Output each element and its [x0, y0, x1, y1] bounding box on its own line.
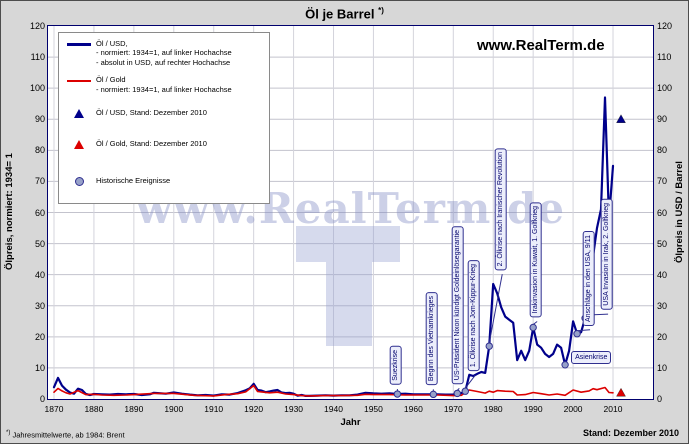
stand-date: Stand: Dezember 2010 [582, 428, 679, 438]
event-label: Asienkrise [571, 350, 612, 365]
y-tick-label-right: 0 [657, 394, 663, 404]
x-tick-label: 1960 [403, 404, 423, 414]
y-tick-label-right: 70 [657, 176, 668, 187]
circle-icon [66, 176, 96, 187]
y-tick-label-left: 70 [34, 176, 45, 187]
x-tick-label: 1950 [363, 404, 383, 414]
realterm-logo-watermark [296, 226, 400, 262]
event-marker [529, 323, 537, 332]
y-tick-label-left: 10 [34, 362, 45, 373]
event-leader-line [488, 274, 503, 344]
legend: Öl / USD, - normiert: 1934=1, auf linker … [58, 32, 270, 204]
x-tick-label: 1920 [244, 404, 264, 414]
legend-item-label: Öl / USD, Stand: Dezember 2010 [96, 107, 207, 117]
legend-item-line-red: Öl / Gold - normiert: 1934=1, auf linker … [66, 75, 262, 94]
x-tick-label: 1910 [204, 404, 224, 414]
footnote-mark: *) [6, 430, 11, 436]
event-marker [453, 389, 461, 398]
x-tick-label: 2000 [563, 404, 583, 414]
x-tick-label: 1890 [124, 404, 144, 414]
y-tick-label-right: 60 [657, 207, 668, 218]
event-leader-line [464, 374, 476, 389]
x-tick-label: 1900 [164, 404, 184, 414]
event-label: 2. Ölkrise nach Iranischer Revolution [495, 147, 507, 271]
y-tick-label-left: 100 [29, 83, 45, 94]
event-label: Anschläge in den USA, 9/11 [583, 230, 595, 326]
y-tick-label-right: 40 [657, 269, 668, 280]
y-tick-label-left: 90 [34, 114, 45, 125]
y-tick-label-right: 110 [657, 52, 672, 63]
footnote-text: Jahresmittelwerte, ab 1984: Brent [12, 430, 125, 440]
legend-item-label: Historische Ereignisse [96, 175, 171, 185]
line-red-icon [66, 75, 96, 86]
event-marker [573, 330, 581, 338]
event-marker [561, 361, 569, 369]
x-tick-label: 1880 [84, 404, 104, 414]
x-tick-label: 1930 [284, 404, 304, 414]
y-tick-label-left: 80 [34, 145, 45, 156]
x-tick-label: 1870 [44, 404, 64, 414]
event-leader-line [577, 329, 591, 332]
triangle-red-icon [66, 139, 96, 150]
y-axis-label-left: Ölpreis, normiert: 1934= 1 [4, 153, 15, 271]
legend-item-triangle-red: Öl / Gold, Stand: Dezember 2010 [66, 139, 262, 150]
event-marker [461, 387, 469, 395]
series-line-oil-gold [53, 384, 614, 397]
dec2010-marker-usd [616, 114, 626, 123]
y-tick-label-left: 60 [34, 207, 45, 218]
y-tick-label-left: 20 [34, 331, 45, 342]
footnote: *) Jahresmittelwerte, ab 1984: Brent [6, 430, 125, 440]
y-tick-label-left: 40 [34, 269, 45, 280]
event-label: USA Invasion in Irak, 2. Golfkrieg [601, 199, 613, 311]
y-tick-label-left: 110 [30, 52, 45, 63]
event-label: Suezkrise [390, 346, 403, 386]
event-marker [485, 342, 493, 350]
page-title: Öl je Barrel *) [1, 6, 688, 21]
legend-item-circle: Historische Ereignisse [66, 176, 262, 187]
legend-item-label: Öl / Gold - normiert: 1934=1, auf linker … [96, 75, 232, 94]
y-tick-label-left: 0 [39, 394, 45, 404]
line-blue-icon [66, 39, 96, 50]
legend-item-label: Öl / Gold, Stand: Dezember 2010 [96, 138, 207, 148]
y-tick-label-left: 50 [34, 238, 45, 249]
y-tick-label-left: 120 [29, 21, 45, 31]
y-tick-label-right: 80 [657, 145, 668, 156]
y-tick-label-right: 30 [657, 300, 668, 311]
title-footnote-mark: *) [378, 6, 384, 15]
event-label: US-Präsident Nixon kündigt Goldeinlösega… [452, 226, 464, 385]
y-tick-label-right: 50 [657, 238, 668, 249]
y-tick-label-right: 20 [657, 331, 668, 342]
x-tick-label: 2010 [603, 404, 623, 414]
event-marker [429, 390, 438, 399]
y-tick-label-right: 10 [657, 362, 668, 373]
y-tick-label-left: 30 [34, 300, 45, 311]
event-label: 1. Ölkrise nach Jom-Kippur-Krieg [468, 260, 480, 372]
x-tick-label: 1970 [443, 404, 463, 414]
dec2010-marker-gold [616, 387, 626, 397]
x-tick-label: 1990 [523, 404, 543, 414]
legend-item-line-blue: Öl / USD, - normiert: 1934=1, auf linker … [66, 39, 262, 67]
y-tick-label-right: 120 [657, 21, 673, 31]
x-tick-label: 1940 [324, 404, 343, 414]
event-label: Irakinvasion in Kuwait, 1. Golfkrieg [530, 202, 542, 318]
x-axis-label: Jahr [340, 417, 361, 428]
triangle-blue-icon [66, 108, 96, 119]
y-tick-label-right: 90 [657, 114, 668, 125]
site-label: www.RealTerm.de [477, 37, 605, 54]
legend-item-triangle-blue: Öl / USD, Stand: Dezember 2010 [66, 108, 262, 119]
y-tick-label-right: 100 [657, 83, 673, 94]
realterm-logo-watermark [326, 262, 372, 346]
event-marker [393, 390, 402, 398]
legend-item-label: Öl / USD, - normiert: 1934=1, auf linker … [96, 39, 232, 67]
title-text: Öl je Barrel [305, 6, 375, 22]
plot-area: www.RealTerm.de [48, 26, 653, 399]
x-tick-label: 1980 [483, 404, 503, 414]
event-label: Beginn des Vietnamkrieges [426, 292, 439, 386]
